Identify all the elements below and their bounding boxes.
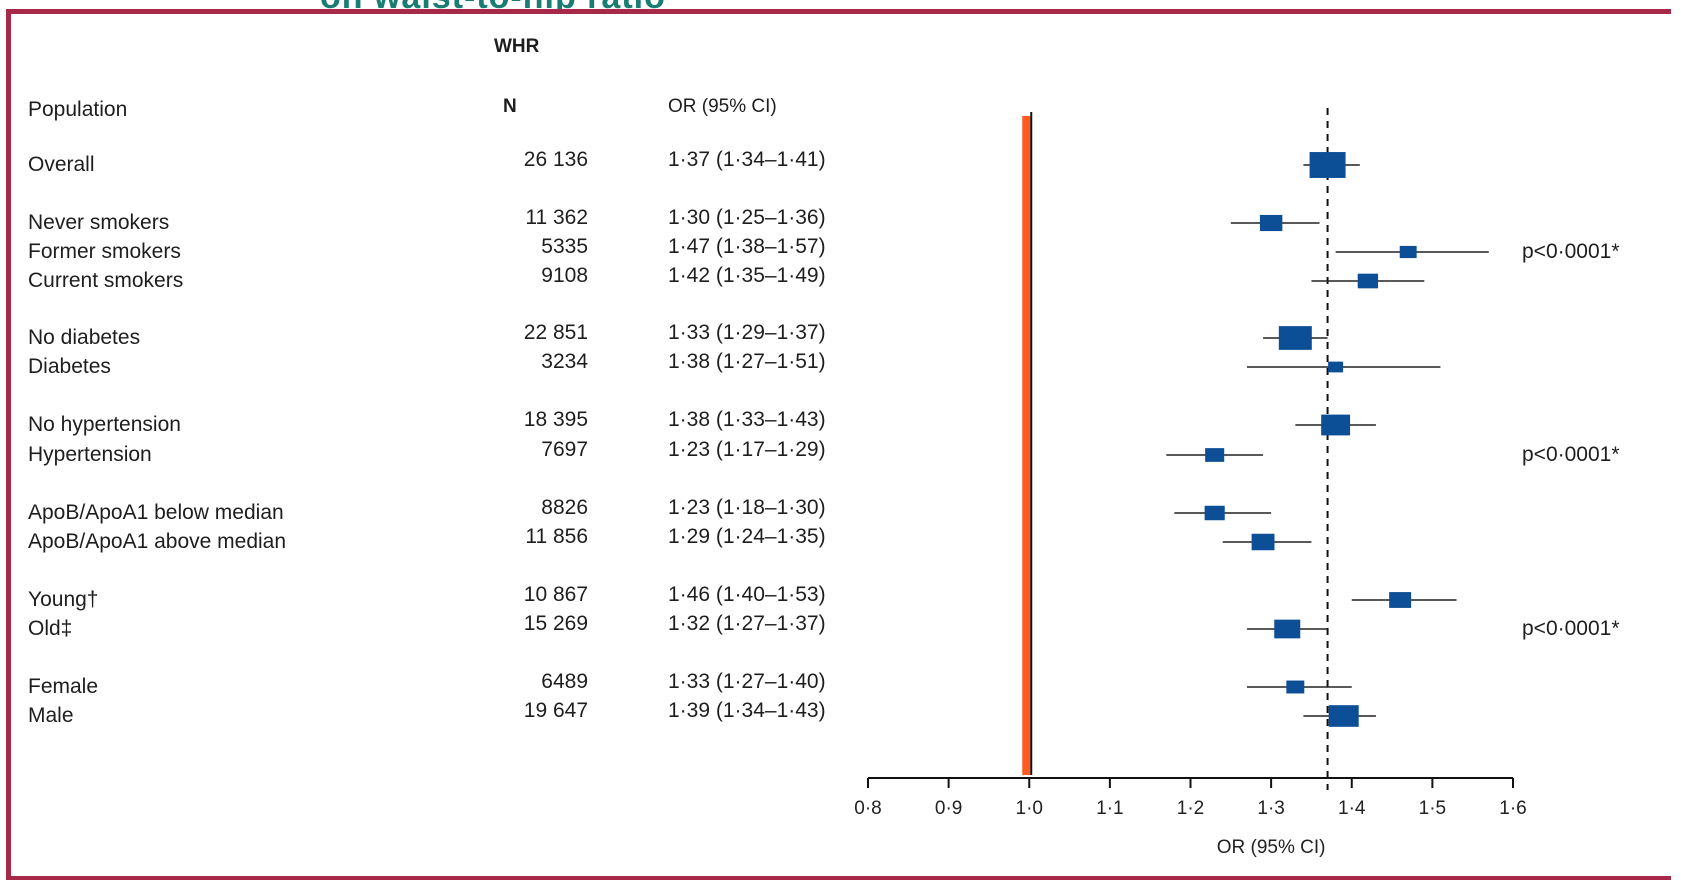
- row-or-text: 1·37 (1·34–1·41): [668, 148, 826, 171]
- x-tick-label: 1·6: [1499, 798, 1526, 819]
- row-or-text: 1·29 (1·24–1·35): [668, 525, 826, 548]
- or-marker: [1309, 152, 1346, 178]
- row-or-text: 1·32 (1·27–1·37): [668, 612, 826, 635]
- row-or-text: 1·39 (1·34–1·43): [668, 699, 826, 722]
- or-marker: [1205, 448, 1225, 462]
- x-tick-label: 1·3: [1257, 798, 1284, 819]
- row-or-text: 1·38 (1·27–1·51): [668, 350, 826, 373]
- x-tick-label: 1·5: [1419, 798, 1446, 819]
- population-header: Population: [28, 98, 128, 121]
- or-header: OR (95% CI): [668, 96, 777, 117]
- or-marker: [1328, 705, 1359, 727]
- x-tick-label: 1·2: [1177, 798, 1204, 819]
- row-label: Young†: [28, 588, 99, 611]
- row-n: 10 867: [523, 583, 588, 606]
- row-or-text: 1·30 (1·25–1·36): [668, 206, 826, 229]
- row-n: 3234: [541, 350, 588, 373]
- or-marker: [1321, 414, 1351, 436]
- or-marker: [1259, 214, 1283, 232]
- group-header: WHR: [494, 36, 540, 57]
- or-marker: [1286, 680, 1305, 694]
- x-tick-label: 1·1: [1096, 798, 1123, 819]
- row-label: Never smokers: [28, 211, 170, 234]
- row-label: Current smokers: [28, 269, 184, 292]
- row-n: 9108: [541, 264, 588, 287]
- row-label: ApoB/ApoA1 above median: [28, 530, 287, 553]
- row-n: 11 362: [525, 206, 588, 229]
- row-or-text: 1·23 (1·18–1·30): [668, 496, 826, 519]
- row-n: 15 269: [523, 612, 588, 635]
- row-label: Hypertension: [28, 443, 152, 466]
- row-label: Former smokers: [28, 240, 181, 263]
- p-value: p<0·0001*: [1522, 443, 1620, 466]
- or-marker: [1278, 326, 1312, 350]
- row-or-text: 1·23 (1·17–1·29): [668, 438, 826, 461]
- row-or-text: 1·47 (1·38–1·57): [668, 235, 826, 258]
- row-label: ApoB/ApoA1 below median: [28, 501, 284, 524]
- row-label: Overall: [28, 153, 95, 176]
- figure-frame: [6, 9, 1671, 880]
- row-n: 5335: [541, 235, 588, 258]
- row-n: 26 136: [523, 148, 588, 171]
- row-n: 19 647: [523, 699, 588, 722]
- row-n: 6489: [541, 670, 588, 693]
- or-marker: [1389, 592, 1412, 608]
- row-n: 18 395: [523, 408, 588, 431]
- row-n: 11 856: [525, 525, 588, 548]
- row-label: No hypertension: [28, 413, 181, 436]
- or-marker: [1399, 245, 1417, 259]
- row-label: No diabetes: [28, 326, 141, 349]
- row-or-text: 1·46 (1·40–1·53): [668, 583, 826, 606]
- row-or-text: 1·33 (1·27–1·40): [668, 670, 826, 693]
- row-label: Diabetes: [28, 355, 111, 378]
- row-label: Female: [28, 675, 99, 698]
- p-value: p<0·0001*: [1522, 617, 1620, 640]
- x-axis-label: OR (95% CI): [1217, 837, 1326, 858]
- x-tick-label: 1·0: [1016, 798, 1043, 819]
- x-tick-label: 0·9: [935, 798, 962, 819]
- row-label: Male: [28, 704, 74, 727]
- p-value: p<0·0001*: [1522, 240, 1620, 263]
- row-n: 8826: [541, 496, 588, 519]
- x-tick-label: 1·4: [1338, 798, 1366, 819]
- or-marker: [1251, 533, 1275, 551]
- row-or-text: 1·42 (1·35–1·49): [668, 264, 826, 287]
- cropped-title-strip: on waist-to-hip ratio: [0, 0, 1681, 9]
- row-or-text: 1·33 (1·29–1·37): [668, 321, 826, 344]
- or-marker: [1274, 619, 1301, 639]
- or-marker: [1204, 505, 1225, 521]
- row-label: Old‡: [28, 617, 73, 640]
- or-marker: [1357, 273, 1379, 289]
- row-n: 22 851: [523, 321, 588, 344]
- x-tick-label: 0·8: [854, 798, 881, 819]
- cropped-title: on waist-to-hip ratio: [320, 0, 666, 9]
- or-marker: [1328, 361, 1344, 373]
- row-or-text: 1·38 (1·33–1·43): [668, 408, 826, 431]
- n-header: N: [503, 96, 517, 117]
- row-n: 7697: [541, 438, 588, 461]
